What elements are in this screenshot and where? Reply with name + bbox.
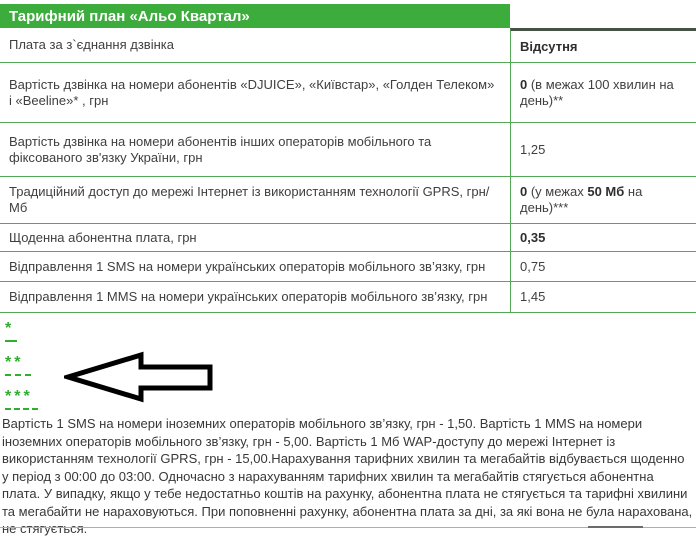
footnote-dashed-underline <box>5 408 38 410</box>
footnote-link-1[interactable]: * <box>5 320 15 337</box>
row-value-segment: 1,25 <box>520 141 546 157</box>
row-value: 0,75 <box>510 252 696 281</box>
row-label: Вартість дзвінка на номери абонентів інш… <box>9 133 432 165</box>
row-label: Плата за з`єднання дзвінка <box>9 37 174 52</box>
row-value: 0,35 <box>510 224 696 251</box>
row-value-segment: 0 <box>520 184 528 199</box>
table-header-row: Тарифний план «Альо Квартал» <box>0 4 696 28</box>
table-row: Традиційний доступ до мережі Інтернет із… <box>0 177 696 224</box>
footnote-dashed-underline <box>5 340 17 342</box>
row-value: 0 (в межах 100 хвилин на день)** <box>510 63 696 122</box>
row-label: Вартість дзвінка на номери абонентів «DJ… <box>9 76 495 108</box>
header-spacer <box>510 4 696 28</box>
row-value-segment: 0,75 <box>520 258 546 274</box>
footnote-item: ** <box>5 355 38 376</box>
row-value-segment: 0,35 <box>520 229 546 245</box>
row-value-segment: на день)*** <box>520 184 643 215</box>
row-label: Відправлення 1 SMS на номери українських… <box>9 258 486 274</box>
table-row: Відправлення 1 SMS на номери українських… <box>0 252 696 282</box>
footnote-item: * <box>5 321 38 342</box>
cutoff-table-edge <box>0 527 696 528</box>
cutoff-table-cell-edge <box>588 526 643 528</box>
footnote-dashed-underline <box>5 374 31 376</box>
row-label: Відправлення 1 MMS на номери українських… <box>9 289 488 304</box>
footnote-link-2[interactable]: ** <box>5 354 24 371</box>
footnote-markers: * ** *** <box>5 321 38 423</box>
row-value: 1,45 <box>510 282 696 312</box>
tariff-table: Тарифний план «Альо Квартал» Плата за з`… <box>0 4 696 313</box>
row-value-segment: Відсутня <box>520 38 578 54</box>
table-row: Вартість дзвінка на номери абонентів «DJ… <box>0 63 696 123</box>
row-value-segment: 0 <box>520 76 528 92</box>
table-row: Плата за з`єднання дзвінка Відсутня <box>0 28 696 63</box>
table-row: Вартість дзвінка на номери абонентів інш… <box>0 123 696 177</box>
row-value: Відсутня <box>510 28 696 62</box>
footnote-item: *** <box>5 389 38 410</box>
left-arrow-icon <box>59 351 213 403</box>
tariff-notes-paragraph: Вартість 1 SMS на номери іноземних опера… <box>2 416 693 536</box>
left-arrow-annotation <box>59 351 214 403</box>
row-value: 1,25 <box>510 123 696 176</box>
footnote-link-3[interactable]: *** <box>5 388 33 405</box>
row-value-segment: (у межах <box>527 184 588 199</box>
row-value-segment: 50 Мб <box>587 184 625 199</box>
page-title: Тарифний план «Альо Квартал» <box>0 4 510 28</box>
table-row: Відправлення 1 MMS на номери українських… <box>0 282 696 313</box>
row-label: Традиційний доступ до мережі Інтернет із… <box>9 184 490 215</box>
row-label: Щоденна абонентна плата, грн <box>9 229 197 245</box>
row-value: 0 (у межах 50 Мб на день)*** <box>510 177 696 223</box>
table-row: Щоденна абонентна плата, грн 0,35 <box>0 224 696 252</box>
row-value-segment: 1,45 <box>520 289 546 304</box>
row-value-segment: (в межах 100 хвилин на день)** <box>520 76 674 108</box>
